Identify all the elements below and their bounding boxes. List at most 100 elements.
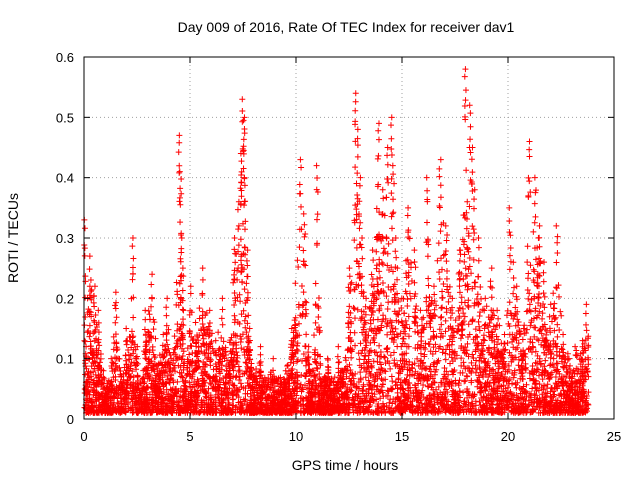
data-point — [220, 338, 227, 345]
data-point — [419, 387, 426, 394]
data-point — [528, 296, 535, 303]
data-point — [523, 326, 530, 333]
data-point — [422, 340, 429, 347]
data-point — [468, 270, 475, 277]
data-point — [455, 380, 462, 387]
data-point — [348, 279, 355, 286]
data-point — [414, 355, 421, 362]
data-point — [384, 305, 391, 312]
data-point — [461, 251, 468, 258]
data-point — [573, 352, 580, 359]
data-point — [312, 301, 319, 308]
data-point — [402, 317, 409, 324]
data-point — [458, 355, 465, 362]
data-point — [532, 307, 539, 314]
data-point — [436, 326, 443, 333]
data-point — [461, 258, 468, 265]
data-point — [267, 371, 274, 378]
data-point — [302, 382, 309, 389]
data-point — [477, 283, 484, 290]
data-point — [457, 275, 464, 282]
data-point — [314, 386, 321, 393]
data-point — [238, 269, 245, 276]
data-point — [475, 346, 482, 353]
grid-lines — [84, 57, 614, 419]
data-point — [171, 333, 178, 340]
data-point — [385, 179, 392, 186]
data-point — [242, 313, 249, 320]
data-point — [382, 354, 389, 361]
data-point — [300, 289, 307, 296]
chart-title: Day 009 of 2016, Rate Of TEC Index for r… — [178, 19, 515, 35]
data-point — [378, 302, 385, 309]
data-point — [388, 213, 395, 220]
data-point — [237, 236, 244, 243]
data-point — [303, 331, 310, 338]
data-point — [231, 289, 238, 296]
data-point — [527, 262, 534, 269]
data-point — [540, 386, 547, 393]
data-point — [354, 271, 361, 278]
data-point — [526, 290, 533, 297]
data-point — [194, 376, 201, 383]
data-point — [204, 355, 211, 362]
data-point — [130, 333, 137, 340]
data-point — [464, 373, 471, 380]
data-point — [440, 281, 447, 288]
data-point — [447, 314, 454, 321]
data-point — [348, 354, 355, 361]
data-point — [462, 365, 469, 372]
data-point — [510, 290, 517, 297]
data-point — [465, 266, 472, 273]
data-point — [302, 306, 309, 313]
data-point — [474, 383, 481, 390]
data-point — [314, 365, 321, 372]
data-point — [527, 322, 534, 329]
data-point — [473, 357, 480, 364]
data-point — [142, 355, 149, 362]
data-point — [296, 244, 303, 251]
data-point — [174, 343, 181, 350]
data-point — [405, 333, 412, 340]
data-point — [233, 373, 240, 380]
data-point — [442, 328, 449, 335]
data-point — [524, 286, 531, 293]
data-point — [385, 240, 392, 247]
data-point — [478, 347, 485, 354]
data-point — [476, 398, 483, 405]
data-point — [412, 319, 419, 326]
data-point — [558, 345, 565, 352]
data-point — [524, 243, 531, 250]
data-point — [331, 374, 338, 381]
data-point — [465, 297, 472, 304]
data-point — [456, 377, 463, 384]
data-point — [530, 315, 537, 322]
data-point — [384, 262, 391, 269]
data-point — [358, 364, 365, 371]
data-point — [178, 277, 185, 284]
data-point — [387, 365, 394, 372]
data-point — [215, 394, 222, 401]
data-point — [445, 289, 452, 296]
data-point — [359, 347, 366, 354]
data-point — [243, 335, 250, 342]
data-point — [137, 380, 144, 387]
data-point — [529, 362, 536, 369]
data-point — [438, 221, 445, 228]
data-point — [376, 209, 383, 216]
data-point — [173, 279, 180, 286]
data-point — [506, 349, 513, 356]
data-point — [435, 383, 442, 390]
data-point — [461, 313, 468, 320]
data-point — [230, 279, 237, 286]
data-point — [374, 281, 381, 288]
data-point — [82, 314, 89, 321]
data-point — [284, 363, 291, 370]
data-point — [534, 352, 541, 359]
data-point — [292, 398, 299, 405]
data-point — [237, 257, 244, 264]
data-point — [345, 319, 352, 326]
data-point — [509, 338, 516, 345]
data-point — [404, 303, 411, 310]
data-point — [290, 360, 297, 367]
